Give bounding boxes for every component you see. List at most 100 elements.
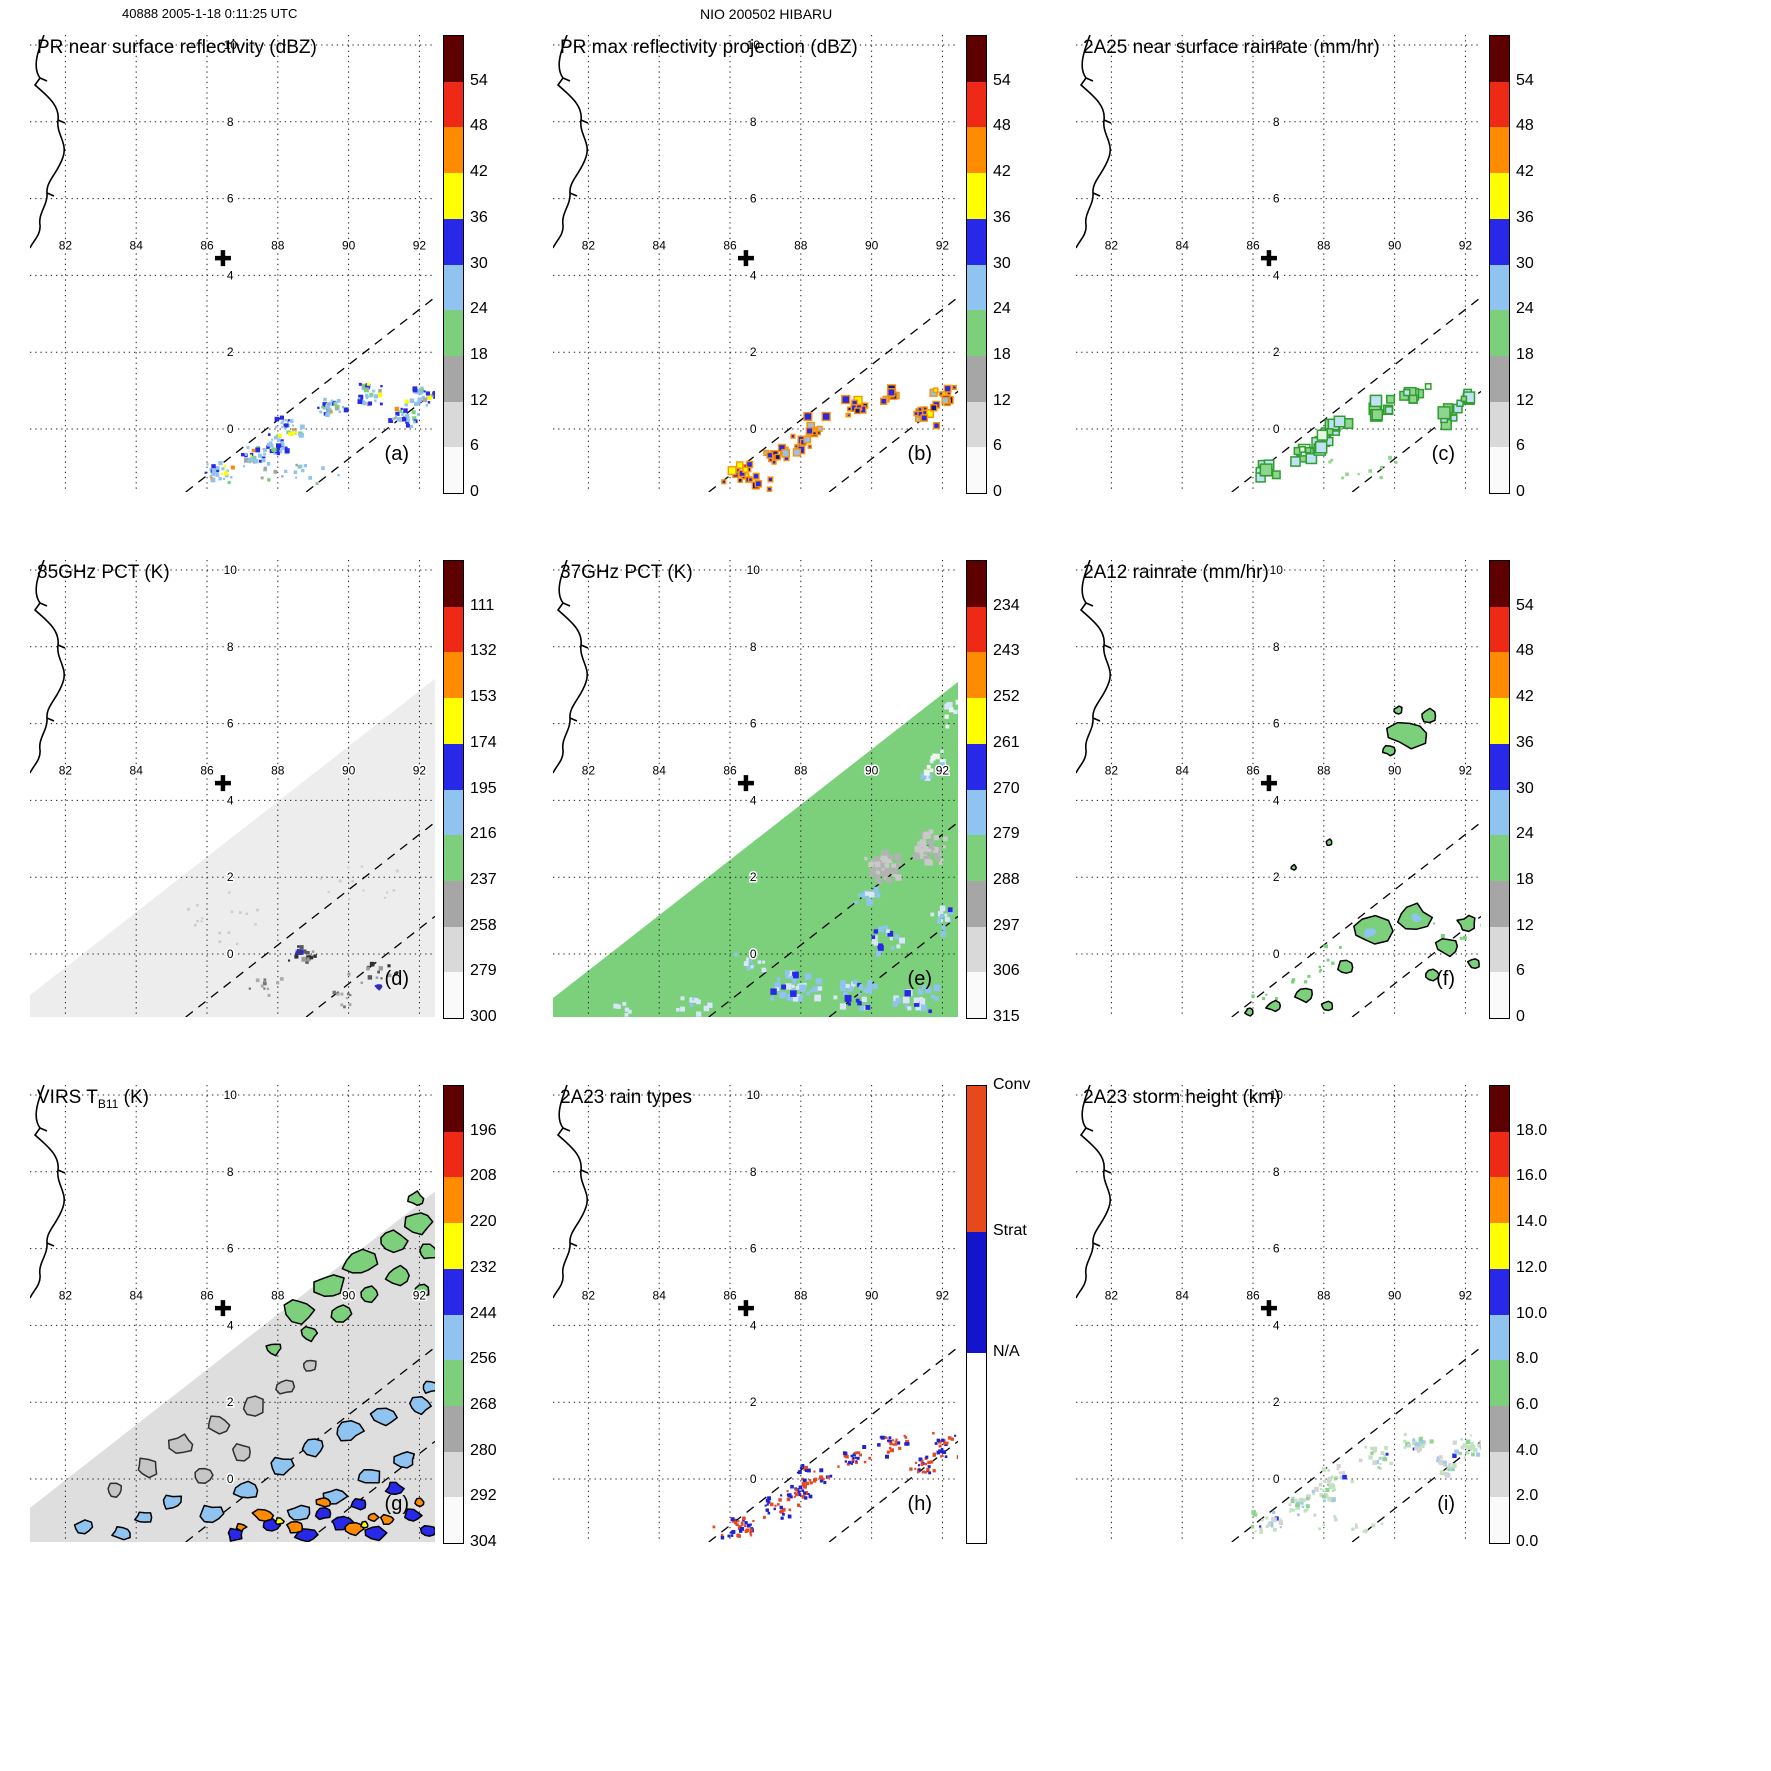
svg-text:86: 86 (723, 763, 737, 777)
colorbar-segment (1490, 835, 1509, 881)
gridlines (553, 1085, 958, 1542)
colorbar-segment (444, 447, 463, 494)
panel-h: 82 84 86 88 90 92 10 8 6 4 2 0 2A23 rain types (h) … (553, 1076, 1073, 1555)
data-speckles (613, 699, 958, 1017)
colorbar-tick-label: 36 (1516, 733, 1534, 751)
colorbar-tick-label: 216 (470, 825, 497, 843)
colorbar-tick-label: 196 (470, 1121, 497, 1139)
map-area: 82 84 86 88 90 92 10 8 6 4 2 0 2A23 rain types (h) (553, 1085, 958, 1542)
colorbar-tick-label: 237 (470, 870, 497, 888)
data-speckles (204, 382, 435, 486)
colorbar-tick-label: 153 (470, 688, 497, 706)
colorbar-tick-label: 256 (470, 1350, 497, 1368)
colorbar-segment (1490, 127, 1509, 174)
colorbar-tick-label: 6.0 (1516, 1395, 1539, 1413)
header-storm-name: NIO 200502 HIBARU (700, 6, 833, 22)
pr-swath-edges (1231, 821, 1481, 1017)
colorbar (966, 1085, 987, 1544)
colorbar-tick-label: 279 (993, 825, 1020, 843)
colorbar-segment (967, 127, 986, 174)
svg-text:82: 82 (59, 763, 73, 777)
panel-letter-label: (f) (1436, 968, 1455, 990)
colorbar-tick-label: 24 (1516, 300, 1534, 318)
svg-text:82: 82 (582, 238, 596, 252)
colorbar-segment (1490, 1223, 1509, 1269)
colorbar-tick-label: 288 (993, 870, 1020, 888)
colorbar-tick-label: 42 (1516, 163, 1534, 181)
svg-text:92: 92 (413, 238, 427, 252)
colorbar-tick-label: 30 (1516, 254, 1534, 272)
colorbar-tick-label: 2.0 (1516, 1487, 1539, 1505)
svg-text:88: 88 (794, 1288, 808, 1302)
colorbar-tick-label: 54 (1516, 71, 1534, 89)
panel-f: 82 84 86 88 90 92 10 8 6 4 2 0 2A12 rainrate (mm/hr… (1076, 560, 1596, 1030)
colorbar-segment (444, 1086, 463, 1132)
panel-title: PR near surface reflectivity (dBZ) (37, 37, 317, 58)
colorbar-tick-label: 6 (1516, 962, 1525, 980)
storm-center-marker (214, 250, 231, 267)
svg-text:2: 2 (1273, 345, 1280, 359)
svg-text:0: 0 (1273, 947, 1280, 961)
colorbar-segment (444, 1405, 463, 1452)
svg-text:92: 92 (936, 238, 950, 252)
panel-letter-label: (i) (1437, 1493, 1455, 1515)
storm-center-marker (737, 250, 754, 267)
colorbar-tick-label: 36 (470, 208, 488, 226)
panel-letter-label: (a) (384, 443, 409, 465)
colorbar-tick-label: 18 (1516, 870, 1534, 888)
colorbar-segment (1490, 1268, 1509, 1315)
colorbar-tick-label: 279 (470, 962, 497, 980)
colorbar-segment (967, 218, 986, 265)
svg-text:90: 90 (865, 1288, 879, 1302)
svg-text:2: 2 (227, 1395, 234, 1409)
svg-text:92: 92 (936, 763, 950, 777)
colorbar-tick-label: 54 (1516, 596, 1534, 614)
svg-text:0: 0 (750, 947, 757, 961)
svg-text:82: 82 (1105, 763, 1119, 777)
gridlines (30, 560, 435, 1017)
colorbar-segment (1490, 652, 1509, 699)
panel-title: 2A25 near surface rainrate (mm/hr) (1083, 37, 1380, 58)
pr-swath-edges (185, 821, 435, 1017)
colorbar-tick-label: 18 (1516, 345, 1534, 363)
svg-text:84: 84 (653, 1288, 667, 1302)
svg-text:86: 86 (1246, 763, 1260, 777)
colorbar-tick-label: 258 (470, 916, 497, 934)
svg-text:90: 90 (1388, 1288, 1402, 1302)
colorbar-tick-labels: 111 132 153 174 195 216 237 258 279 300 (470, 560, 530, 1025)
svg-text:10: 10 (224, 1088, 238, 1102)
colorbar-segment (967, 401, 986, 448)
colorbar-segment (967, 81, 986, 128)
colorbar-segment (444, 1223, 463, 1269)
panel-title: 2A23 storm height (km) (1083, 1087, 1281, 1108)
gridlines (553, 35, 958, 492)
colorbar-tick-labels: 196 208 220 232 244 256 268 280 292 304 (470, 1085, 530, 1550)
panel-e: 82 84 86 88 90 92 10 8 6 4 2 0 37GHz PCT (K) (e) 23… (553, 560, 1073, 1030)
svg-text:92: 92 (936, 1288, 950, 1302)
panel-a: 82 84 86 88 90 92 10 8 6 4 2 0 PR near surface refl… (30, 35, 550, 505)
colorbar (966, 560, 987, 1019)
colorbar-segment (967, 880, 986, 927)
colorbar-segment (444, 926, 463, 973)
colorbar-segment (1490, 218, 1509, 265)
coastline (553, 1085, 589, 1299)
panel-title: 2A23 rain types (560, 1087, 693, 1108)
colorbar-tick-label: 232 (470, 1258, 497, 1276)
colorbar-segment (1490, 1451, 1509, 1498)
colorbar-segment (444, 561, 463, 607)
svg-text:10: 10 (747, 1088, 761, 1102)
svg-text:6: 6 (227, 717, 234, 731)
colorbar-tick-label: 252 (993, 688, 1020, 706)
colorbar-segment (967, 36, 986, 82)
svg-text:10: 10 (747, 563, 761, 577)
svg-text:90: 90 (1388, 238, 1402, 252)
coastline (30, 35, 66, 249)
svg-text:6: 6 (227, 1242, 234, 1256)
data-blobs (73, 1190, 435, 1542)
colorbar-tick-label: 42 (1516, 688, 1534, 706)
colorbar-segment (444, 81, 463, 128)
